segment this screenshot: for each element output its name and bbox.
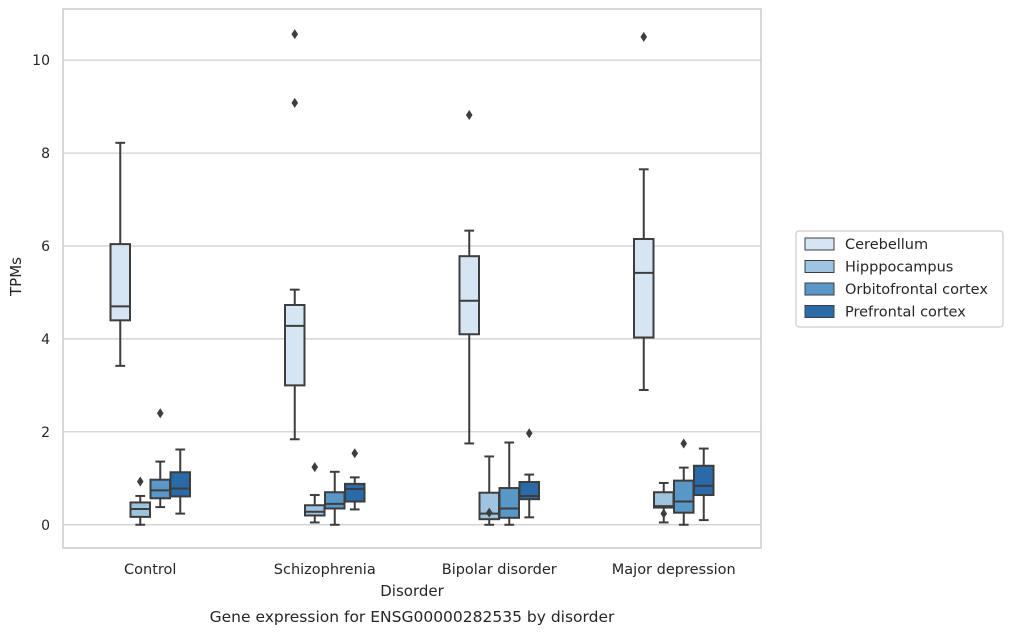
legend-item: Prefrontal cortex [804,305,966,321]
legend-item: Orbitofrontal cortex [804,282,988,298]
box-body [693,464,715,497]
y-tick-label: 2 [41,425,50,441]
legend-item: Hipppocampus [804,260,953,276]
box-orbitofrontal-cortex [673,438,695,526]
outlier-point [311,462,319,473]
outlier-point [680,438,688,449]
y-axis-label: TPMs [7,257,25,297]
box-hipppocampus [129,476,151,526]
x-axis-label: Disorder [380,582,444,600]
y-tick-label: 6 [41,239,50,255]
outlier-point [351,448,359,459]
outlier-point [465,109,473,120]
box-body [633,238,655,339]
box-prefrontal-cortex [518,428,540,519]
y-gridlines [63,59,761,526]
legend-label: Prefrontal cortex [845,305,966,321]
chart-caption: Gene expression for ENSG00000282535 by d… [210,608,615,626]
box-orbitofrontal-cortex [149,408,171,509]
x-tick-label: Schizophrenia [274,562,376,578]
box-body [344,482,366,503]
plot-frame [62,8,762,549]
box-cerebellum [633,31,655,392]
box-cerebellum [458,109,480,445]
outlier-point [525,428,533,439]
box-body [458,255,480,336]
x-tick-label: Control [124,562,176,578]
box-hipppocampus [478,455,500,526]
box-body [109,243,131,322]
box-prefrontal-cortex [693,447,715,522]
legend-frame [795,230,1004,328]
box-orbitofrontal-cortex [324,470,346,526]
box-body [149,478,171,500]
legend-swatch [804,237,835,251]
legend-swatch [804,305,835,318]
outlier-point [291,29,299,40]
y-tick-label: 4 [41,332,50,348]
y-tick-label: 0 [41,518,50,534]
box-body [169,471,191,498]
box-cerebellum [284,29,306,441]
box-cerebellum [109,141,131,367]
legend-label: Orbitofrontal cortex [845,282,988,298]
box-prefrontal-cortex [344,448,366,511]
y-tick-label: 8 [41,146,50,162]
legend-item: Cerebellum [804,237,928,253]
outlier-point [640,31,648,42]
box-body [673,479,695,514]
y-tick-labels: 0 2 4 6 8 10 [32,53,50,534]
box-body [284,303,306,387]
box-hipppocampus [304,462,326,524]
x-tick-labels: Control Schizophrenia Bipolar disorder Majo… [124,562,736,578]
y-tick-label: 10 [32,53,50,69]
box-prefrontal-cortex [169,448,191,515]
box-hipppocampus [653,481,675,524]
box-body [324,491,346,510]
x-tick-label: Major depression [612,562,736,578]
box-groups [109,29,715,526]
box-body [304,504,326,517]
legend-label: Hipppocampus [845,260,953,276]
x-tick-label: Bipolar disorder [442,562,557,578]
legend-swatch [804,260,835,273]
outlier-point [156,408,164,419]
legend: Cerebellum Hipppocampus Orbitofrontal cort… [795,230,1004,328]
outlier-point [291,97,299,108]
outlier-point [136,476,144,487]
outlier-point [485,507,493,518]
box-orbitofrontal-cortex [498,441,520,526]
box-body [498,487,520,519]
legend-swatch [804,282,835,296]
legend-label: Cerebellum [845,237,928,253]
outlier-point [660,508,668,519]
box-body [518,481,540,501]
